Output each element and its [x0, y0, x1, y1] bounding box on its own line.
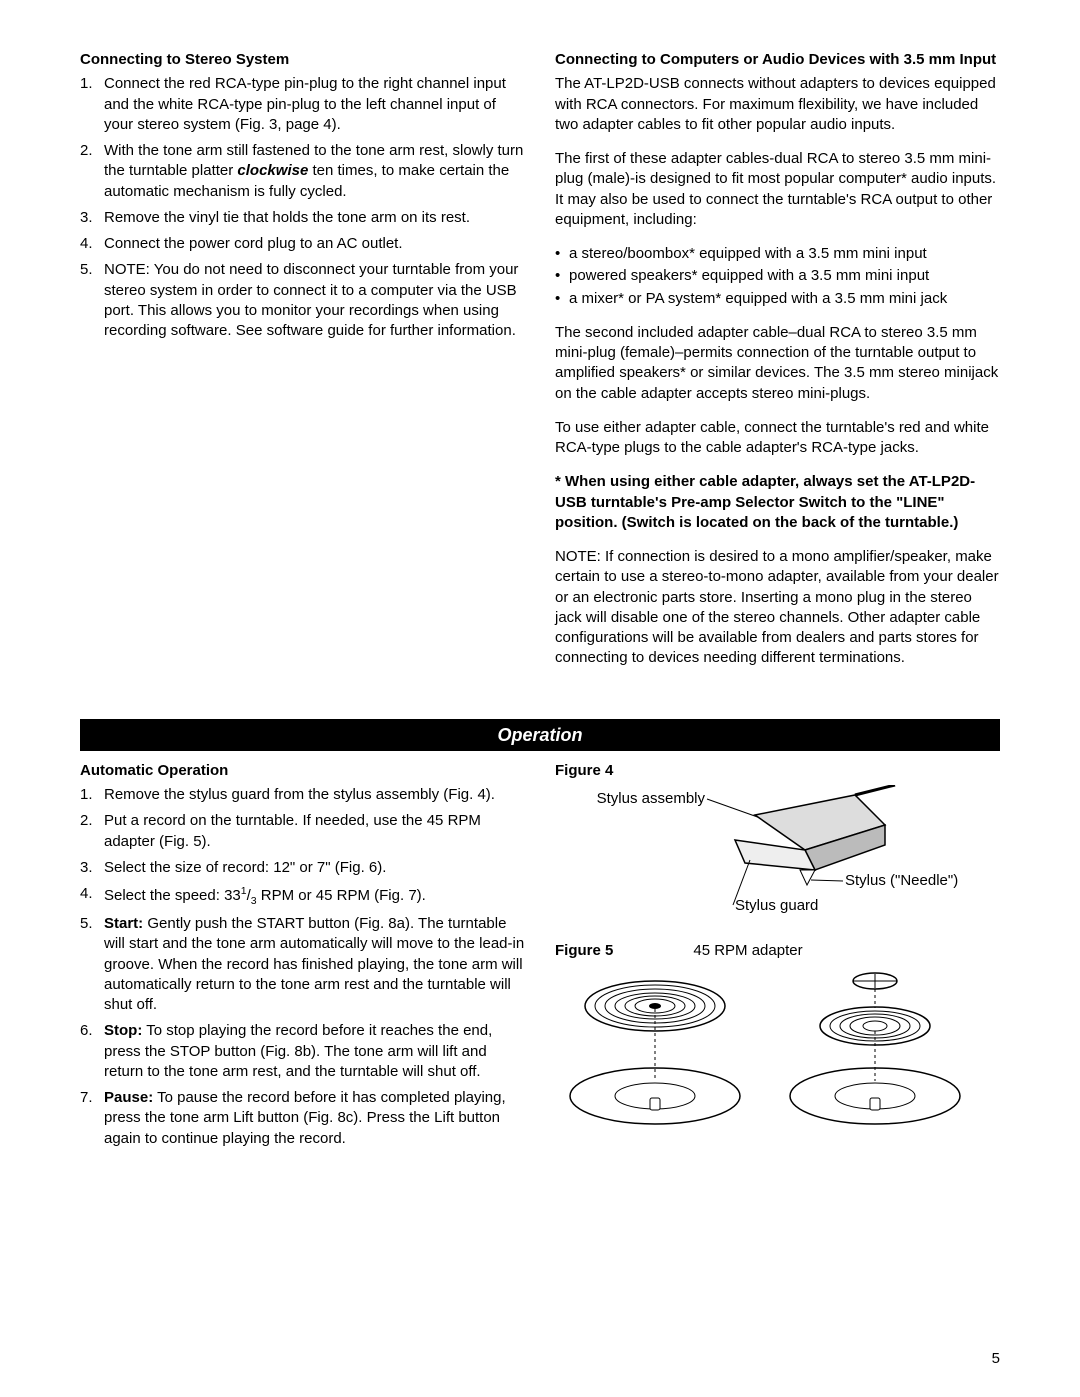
computer-p1: The AT-LP2D-USB connects without adapter…	[555, 74, 1000, 135]
top-columns: Connecting to Stereo System Connect the …	[80, 50, 1000, 683]
stereo-item: Remove the vinyl tie that holds the tone…	[80, 208, 525, 228]
auto-item: Select the size of record: 12" or 7" (Fi…	[80, 858, 525, 878]
frac-1: 1	[241, 885, 247, 897]
left-col-bottom: Automatic Operation Remove the stylus gu…	[80, 761, 525, 1156]
stereo-item: Connect the power cord plug to an AC out…	[80, 234, 525, 254]
computer-bullets: a stereo/boombox* equipped with a 3.5 mm…	[555, 244, 1000, 309]
auto-item: Stop: To stop playing the record before …	[80, 1021, 525, 1082]
pause-bold: Pause:	[104, 1089, 153, 1106]
auto-item: Select the speed: 331/3 RPM or 45 RPM (F…	[80, 884, 525, 908]
stop-text: To stop playing the record before it rea…	[104, 1022, 492, 1080]
auto-op-list: Remove the stylus guard from the stylus …	[80, 785, 525, 1149]
figure-5-label: Figure 5	[555, 941, 613, 961]
stereo-heading: Connecting to Stereo System	[80, 50, 525, 70]
operation-banner: Operation	[80, 719, 1000, 751]
label-guard: Stylus guard	[735, 897, 818, 914]
speed-lead: Select the speed: 33	[104, 887, 241, 904]
label-assembly: Stylus assembly	[597, 790, 706, 807]
stereo-item: Connect the red RCA-type pin-plug to the…	[80, 74, 525, 135]
stereo-item: NOTE: You do not need to disconnect your…	[80, 260, 525, 341]
figure-4-label: Figure 4	[555, 761, 1000, 781]
bottom-columns: Automatic Operation Remove the stylus gu…	[80, 761, 1000, 1156]
auto-item: Remove the stylus guard from the stylus …	[80, 785, 525, 805]
computer-p5: NOTE: If connection is desired to a mono…	[555, 547, 1000, 669]
computer-p4: To use either adapter cable, connect the…	[555, 418, 1000, 459]
stylus-icon	[735, 785, 895, 885]
computer-p3: The second included adapter cable–dual R…	[555, 323, 1000, 404]
speed-tail: RPM or 45 RPM (Fig. 7).	[257, 887, 426, 904]
right-col-top: Connecting to Computers or Audio Devices…	[555, 50, 1000, 683]
page-number: 5	[992, 1349, 1000, 1369]
clockwise-emph: clockwise	[237, 162, 308, 179]
stereo-item: With the tone arm still fastened to the …	[80, 141, 525, 202]
computer-heading: Connecting to Computers or Audio Devices…	[555, 50, 1000, 70]
figure-4-illustration: Stylus assembly Stylus ("Needle") Stylus…	[555, 785, 975, 915]
auto-item: Put a record on the turntable. If needed…	[80, 811, 525, 852]
figure-5-row	[555, 966, 1000, 1136]
auto-item: Pause: To pause the record before it has…	[80, 1088, 525, 1149]
pause-text: To pause the record before it has comple…	[104, 1089, 506, 1147]
figure-5-box: Figure 5 45 RPM adapter	[555, 941, 1000, 1135]
bullet-item: a stereo/boombox* equipped with a 3.5 mm…	[555, 244, 1000, 264]
figure-4-box: Figure 4 Stylus assembly Stylus ("Needle…	[555, 761, 1000, 922]
computer-bold-note: * When using either cable adapter, alway…	[555, 472, 1000, 533]
auto-op-heading: Automatic Operation	[80, 761, 525, 781]
left-col-top: Connecting to Stereo System Connect the …	[80, 50, 525, 683]
bullet-item: a mixer* or PA system* equipped with a 3…	[555, 289, 1000, 309]
computer-p2: The first of these adapter cables-dual R…	[555, 149, 1000, 230]
record-stack-icon	[555, 966, 755, 1136]
bullet-item: powered speakers* equipped with a 3.5 mm…	[555, 266, 1000, 286]
label-needle: Stylus ("Needle")	[845, 872, 958, 889]
start-text: Gently push the START button (Fig. 8a). …	[104, 915, 524, 1013]
right-col-bottom: Figure 4 Stylus assembly Stylus ("Needle…	[555, 761, 1000, 1156]
record-adapter-icon	[775, 966, 975, 1136]
adapter-label: 45 RPM adapter	[693, 941, 802, 965]
stop-bold: Stop:	[104, 1022, 142, 1039]
stereo-list: Connect the red RCA-type pin-plug to the…	[80, 74, 525, 341]
start-bold: Start:	[104, 915, 143, 932]
auto-item: Start: Gently push the START button (Fig…	[80, 914, 525, 1015]
